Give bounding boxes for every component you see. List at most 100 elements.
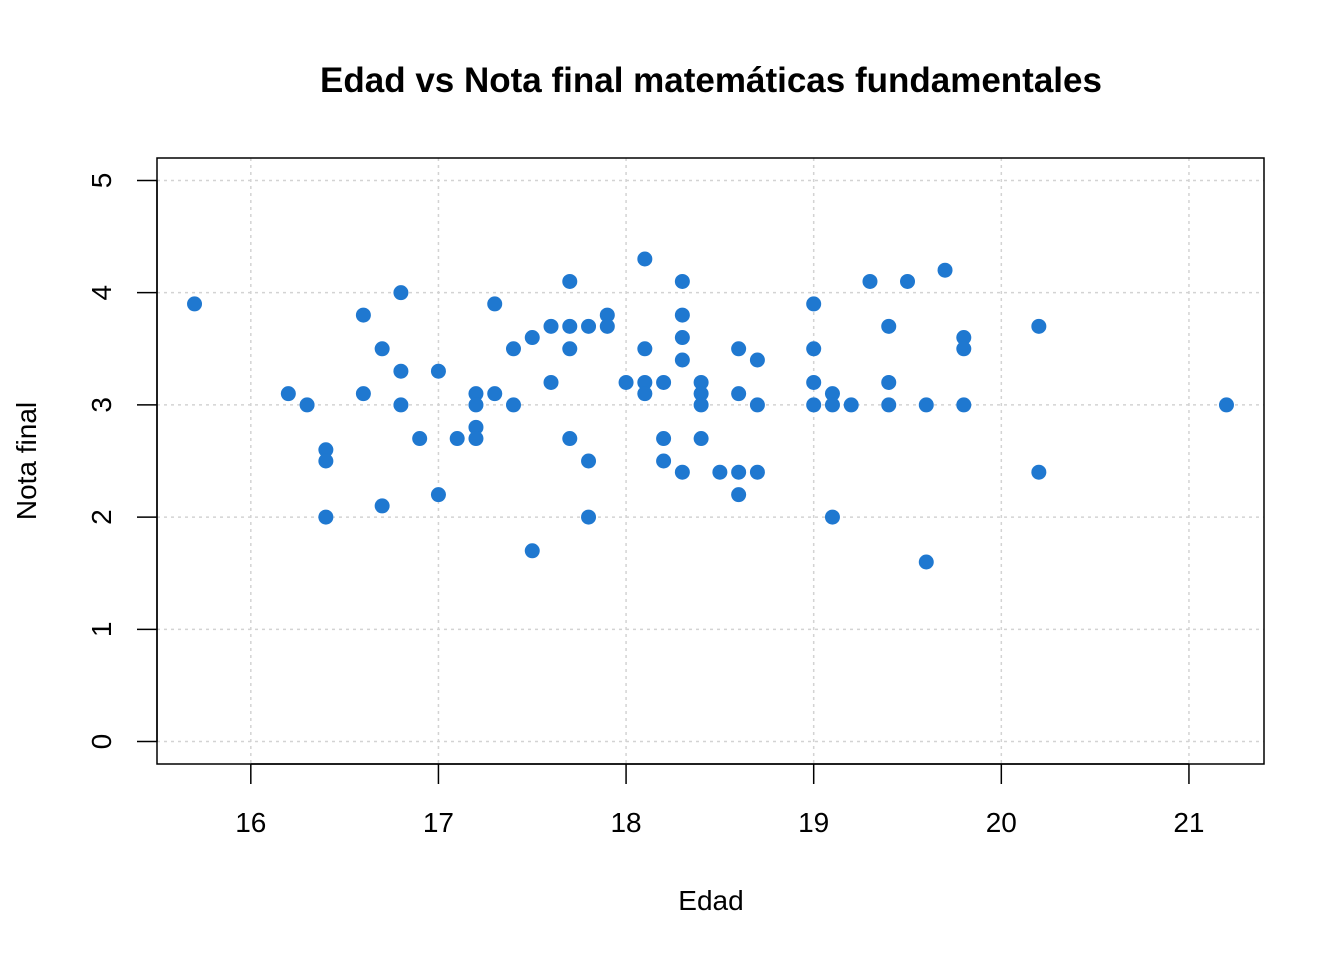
- data-point: [918, 554, 934, 570]
- data-point: [674, 464, 690, 480]
- data-point: [918, 397, 934, 413]
- y-tick-label: 2: [86, 509, 117, 525]
- data-point: [731, 386, 747, 402]
- data-point: [674, 330, 690, 346]
- data-point: [524, 543, 540, 559]
- data-point: [806, 374, 822, 390]
- data-point: [355, 386, 371, 402]
- grid: [157, 158, 1264, 764]
- data-point: [318, 453, 334, 469]
- data-point: [1031, 318, 1047, 334]
- data-point: [956, 330, 972, 346]
- data-point: [599, 307, 615, 323]
- data-point: [674, 273, 690, 289]
- x-tick-label: 19: [798, 807, 829, 838]
- data-point: [374, 498, 390, 514]
- data-point: [731, 464, 747, 480]
- data-point: [824, 509, 840, 525]
- data-point: [674, 352, 690, 368]
- data-point: [637, 251, 653, 267]
- data-point: [749, 397, 765, 413]
- data-point: [468, 431, 484, 447]
- data-point: [693, 397, 709, 413]
- data-point: [562, 318, 578, 334]
- data-point: [637, 341, 653, 357]
- data-point: [393, 397, 409, 413]
- data-point: [862, 273, 878, 289]
- data-point: [881, 374, 897, 390]
- data-point: [900, 273, 916, 289]
- data-point: [656, 431, 672, 447]
- chart-title: Edad vs Nota final matemáticas fundament…: [320, 61, 1102, 100]
- data-point: [318, 442, 334, 458]
- data-point: [581, 509, 597, 525]
- data-point: [881, 318, 897, 334]
- axes: 16 17 18 19 20 21 0 1 2 3 4 5: [86, 173, 1205, 838]
- data-point: [1218, 397, 1234, 413]
- y-tick-label: 3: [86, 397, 117, 413]
- data-point: [562, 431, 578, 447]
- data-point: [355, 307, 371, 323]
- y-tick-label: 5: [86, 173, 117, 189]
- data-point: [581, 318, 597, 334]
- data-point: [430, 363, 446, 379]
- data-point: [562, 341, 578, 357]
- x-tick-label: 16: [235, 807, 266, 838]
- data-point: [749, 464, 765, 480]
- data-point: [749, 352, 765, 368]
- x-tick-label: 18: [610, 807, 641, 838]
- data-point: [806, 341, 822, 357]
- data-point: [393, 363, 409, 379]
- data-point: [937, 262, 953, 278]
- data-point: [487, 386, 503, 402]
- data-point: [393, 285, 409, 301]
- data-point: [449, 431, 465, 447]
- data-point: [468, 419, 484, 435]
- y-tick-label: 0: [86, 734, 117, 750]
- y-axis-label: Nota final: [11, 402, 42, 520]
- data-point: [318, 509, 334, 525]
- data-point: [374, 341, 390, 357]
- data-point: [693, 386, 709, 402]
- data-point: [599, 318, 615, 334]
- data-point: [618, 374, 634, 390]
- data-point: [468, 397, 484, 413]
- data-point: [430, 487, 446, 503]
- data-point: [637, 386, 653, 402]
- data-points: [187, 251, 1234, 570]
- data-point: [468, 386, 484, 402]
- data-point: [824, 397, 840, 413]
- data-point: [731, 487, 747, 503]
- data-point: [824, 386, 840, 402]
- data-point: [505, 397, 521, 413]
- x-tick-label: 21: [1173, 807, 1204, 838]
- x-tick-label: 17: [423, 807, 454, 838]
- data-point: [637, 374, 653, 390]
- x-axis-label: Edad: [678, 885, 743, 916]
- y-tick-label: 4: [86, 285, 117, 301]
- data-point: [505, 341, 521, 357]
- data-point: [956, 397, 972, 413]
- data-point: [806, 296, 822, 312]
- data-point: [806, 397, 822, 413]
- data-point: [656, 374, 672, 390]
- data-point: [187, 296, 203, 312]
- data-point: [731, 341, 747, 357]
- data-point: [280, 386, 296, 402]
- data-point: [656, 453, 672, 469]
- y-tick-label: 1: [86, 622, 117, 638]
- data-point: [712, 464, 728, 480]
- data-point: [843, 397, 859, 413]
- data-point: [693, 374, 709, 390]
- x-tick-label: 20: [986, 807, 1017, 838]
- data-point: [881, 397, 897, 413]
- data-point: [299, 397, 315, 413]
- data-point: [412, 431, 428, 447]
- data-point: [543, 318, 559, 334]
- data-point: [562, 273, 578, 289]
- data-point: [1031, 464, 1047, 480]
- data-point: [956, 341, 972, 357]
- data-point: [581, 453, 597, 469]
- data-point: [487, 296, 503, 312]
